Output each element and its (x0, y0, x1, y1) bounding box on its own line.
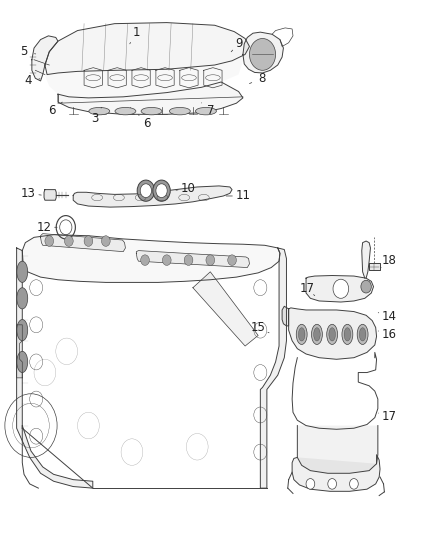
Ellipse shape (296, 324, 307, 344)
Ellipse shape (342, 324, 353, 344)
Ellipse shape (359, 328, 366, 341)
Text: 7: 7 (207, 103, 214, 117)
Ellipse shape (17, 261, 28, 282)
Polygon shape (22, 235, 280, 282)
Polygon shape (292, 455, 380, 491)
Text: 11: 11 (236, 189, 251, 203)
Circle shape (137, 180, 155, 201)
Polygon shape (297, 425, 378, 473)
Polygon shape (306, 276, 374, 302)
Ellipse shape (311, 324, 322, 344)
Polygon shape (45, 22, 250, 75)
Circle shape (140, 184, 152, 198)
Polygon shape (32, 36, 58, 81)
Ellipse shape (17, 351, 28, 373)
Polygon shape (58, 82, 243, 114)
Text: 5: 5 (20, 45, 28, 58)
Text: 4: 4 (25, 75, 32, 87)
Text: 15: 15 (251, 321, 265, 334)
Ellipse shape (195, 108, 216, 115)
Circle shape (102, 236, 110, 246)
Text: 6: 6 (143, 117, 151, 130)
Circle shape (156, 184, 167, 198)
Polygon shape (243, 32, 283, 73)
Text: 12: 12 (36, 221, 52, 234)
Ellipse shape (327, 324, 338, 344)
Ellipse shape (89, 108, 110, 115)
Polygon shape (260, 248, 286, 488)
Polygon shape (44, 190, 56, 200)
Text: 6: 6 (48, 103, 55, 117)
Polygon shape (362, 241, 371, 278)
Ellipse shape (329, 328, 336, 341)
Circle shape (64, 236, 73, 246)
Polygon shape (41, 233, 125, 252)
Ellipse shape (170, 108, 190, 115)
Polygon shape (193, 272, 258, 346)
Text: 17: 17 (381, 409, 396, 423)
Circle shape (45, 236, 53, 246)
Circle shape (350, 479, 358, 489)
Circle shape (84, 236, 93, 246)
Circle shape (141, 255, 149, 265)
Text: 3: 3 (91, 111, 99, 125)
Circle shape (228, 255, 237, 265)
Text: 9: 9 (235, 37, 242, 50)
Ellipse shape (17, 288, 28, 309)
Circle shape (328, 479, 336, 489)
Circle shape (162, 255, 171, 265)
Polygon shape (45, 54, 245, 98)
Ellipse shape (115, 108, 136, 115)
Text: 13: 13 (21, 187, 36, 200)
Circle shape (306, 479, 315, 489)
Text: 16: 16 (381, 328, 396, 341)
Circle shape (184, 255, 193, 265)
Text: 1: 1 (133, 26, 140, 38)
Polygon shape (17, 325, 22, 378)
Polygon shape (369, 263, 380, 270)
Ellipse shape (141, 108, 162, 115)
Polygon shape (17, 248, 93, 488)
Ellipse shape (357, 324, 368, 344)
Text: 10: 10 (181, 182, 196, 195)
Circle shape (153, 180, 170, 201)
Circle shape (250, 38, 276, 70)
Ellipse shape (344, 328, 351, 341)
Circle shape (206, 255, 215, 265)
Circle shape (333, 279, 349, 298)
Ellipse shape (314, 328, 320, 341)
Polygon shape (136, 251, 250, 268)
Polygon shape (73, 186, 232, 207)
Text: 14: 14 (381, 310, 396, 324)
Ellipse shape (17, 319, 28, 341)
Text: 18: 18 (382, 254, 397, 266)
Text: 17: 17 (300, 282, 315, 295)
Ellipse shape (298, 328, 305, 341)
Polygon shape (289, 308, 377, 359)
Polygon shape (282, 306, 289, 326)
Text: 8: 8 (258, 72, 265, 85)
Circle shape (361, 280, 371, 293)
